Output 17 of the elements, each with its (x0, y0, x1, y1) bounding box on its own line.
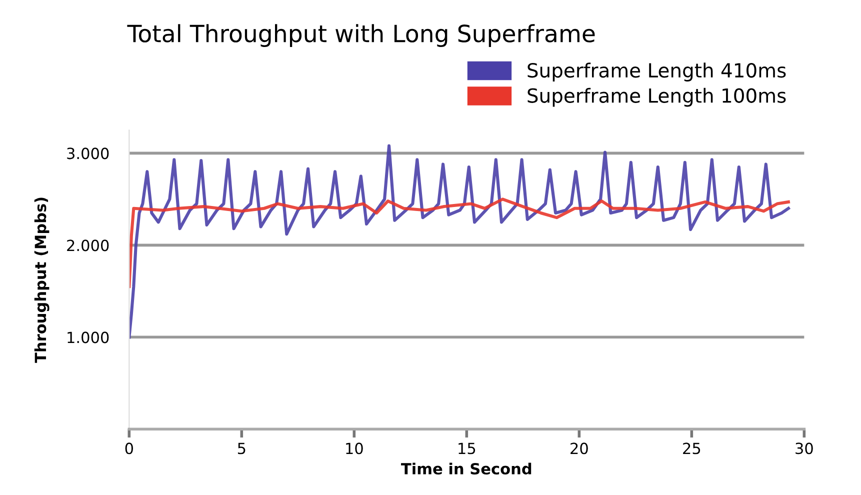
chart-title: Total Throughput with Long Superframe (127, 24, 595, 47)
x-tick-label: 25 (683, 442, 700, 454)
x-axis-title: Time in Second (401, 462, 532, 475)
x-tick-label: 10 (346, 442, 363, 454)
y-tick-label: 3.000 (67, 148, 109, 160)
y-tick-label: 2.000 (67, 240, 109, 252)
x-tick-label: 15 (458, 442, 476, 454)
line-series (129, 144, 790, 339)
x-tick-label: 20 (570, 442, 588, 454)
line-series (129, 198, 790, 288)
legend-label: Superframe Length 410ms (528, 62, 786, 82)
legend-label: Superframe Length 100ms (528, 88, 786, 107)
y-tick-label: 1.000 (68, 332, 109, 344)
x-tick-label: 30 (796, 442, 813, 454)
x-tick-label: 0 (125, 442, 133, 454)
y-axis-title: Throughput (Mpbs) (34, 198, 50, 363)
x-tick-label: 5 (238, 442, 246, 454)
